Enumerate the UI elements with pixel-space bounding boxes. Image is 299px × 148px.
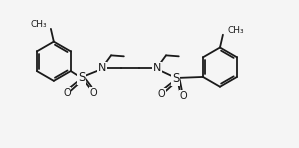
Text: S: S — [78, 71, 85, 84]
Text: O: O — [90, 88, 97, 98]
Text: N: N — [98, 63, 106, 73]
Text: N: N — [153, 63, 161, 73]
Text: O: O — [180, 91, 187, 101]
Text: O: O — [157, 89, 165, 99]
Text: O: O — [63, 88, 71, 98]
Text: S: S — [172, 72, 179, 85]
Text: CH₃: CH₃ — [30, 20, 47, 29]
Text: CH₃: CH₃ — [228, 26, 245, 35]
